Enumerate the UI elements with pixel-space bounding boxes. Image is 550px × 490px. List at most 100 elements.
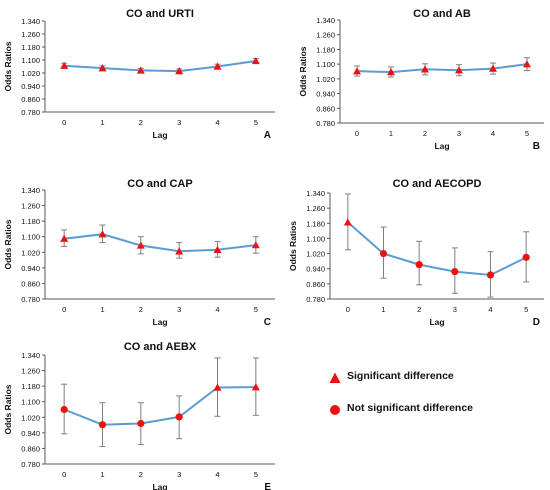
x-tick-label: 1	[381, 305, 385, 314]
y-tick-label: 1.020	[316, 75, 335, 84]
y-tick-label: 1.180	[21, 217, 40, 226]
y-tick-label: 0.940	[316, 90, 335, 99]
data-point-significant	[251, 383, 260, 391]
data-point-significant	[343, 218, 352, 226]
y-tick-label: 1.260	[306, 204, 325, 213]
x-tick-label: 4	[215, 305, 219, 314]
y-tick-label: 1.100	[306, 234, 325, 243]
x-tick-label: 3	[177, 118, 181, 127]
data-point-significant	[175, 67, 184, 75]
y-tick-label: 1.340	[316, 16, 335, 25]
x-tick-label: 1	[100, 470, 104, 479]
x-tick-label: 5	[254, 470, 258, 479]
circle-marker-icon	[330, 405, 340, 415]
panel-letter: C	[264, 317, 271, 328]
x-tick-label: 4	[488, 305, 492, 314]
y-axis-title: Odds Ratios	[298, 46, 308, 96]
series-line	[63, 386, 256, 426]
y-axis-title: Odds Ratios	[3, 219, 13, 269]
chart-title: CO and AECOPD	[393, 178, 482, 190]
chart-panel-e: CO and AEBX 0.780 0.860 0.940 1.020 1.100 1.18…	[3, 341, 275, 490]
data-point-not-significant	[522, 253, 530, 261]
y-tick-label: 0.860	[21, 95, 40, 104]
x-tick-label: 1	[389, 129, 393, 138]
x-axis-title: Lag	[434, 141, 449, 151]
data-point-significant	[98, 64, 107, 72]
y-tick-label: 1.180	[21, 43, 40, 52]
y-tick-label: 1.260	[21, 367, 40, 376]
data-point-significant	[175, 247, 184, 255]
y-axis-title: Odds Ratios	[3, 41, 13, 91]
y-tick-label: 0.860	[21, 444, 40, 453]
series-line	[356, 63, 528, 74]
x-tick-label: 3	[177, 470, 181, 479]
y-tick-label: 0.940	[21, 264, 40, 273]
y-tick-label: 1.100	[21, 398, 40, 407]
data-point-significant	[523, 60, 531, 68]
y-tick-label: 1.260	[316, 31, 335, 40]
legend: Significant difference Not significant d…	[325, 368, 545, 432]
y-tick-label: 0.860	[316, 104, 335, 113]
legend-label-significant: Significant difference	[347, 370, 454, 382]
x-tick-label: 0	[62, 305, 66, 314]
legend-item-significant: Significant difference	[325, 368, 545, 390]
x-tick-label: 0	[62, 470, 66, 479]
data-point-significant	[98, 230, 107, 238]
data-point-significant	[213, 383, 222, 391]
legend-label-not-significant: Not significant difference	[347, 402, 474, 414]
x-tick-label: 0	[355, 129, 359, 138]
data-point-not-significant	[137, 419, 145, 428]
legend-item-not-significant: Not significant difference	[325, 400, 545, 422]
x-tick-label: 5	[254, 118, 258, 127]
data-point-not-significant	[486, 271, 495, 279]
y-tick-label: 0.940	[21, 82, 40, 91]
y-tick-label: 1.260	[21, 30, 40, 39]
data-point-not-significant	[379, 249, 388, 258]
x-tick-label: 2	[139, 305, 143, 314]
x-tick-label: 3	[177, 305, 181, 314]
y-tick-label: 1.020	[306, 250, 325, 259]
x-tick-label: 5	[525, 129, 529, 138]
x-tick-label: 3	[457, 129, 461, 138]
data-point-significant	[60, 61, 69, 69]
y-tick-label: 1.340	[21, 186, 40, 195]
chart-title: CO and URTI	[126, 8, 194, 20]
y-tick-label: 0.780	[21, 108, 40, 117]
data-point-significant	[489, 64, 497, 72]
data-point-significant	[136, 241, 145, 249]
triangle-marker-icon	[329, 372, 341, 383]
series-line	[64, 233, 256, 253]
x-tick-label: 4	[491, 129, 495, 138]
data-point-not-significant	[175, 413, 183, 421]
data-point-not-significant	[451, 267, 459, 276]
y-tick-label: 0.780	[21, 295, 40, 304]
x-tick-label: 3	[453, 305, 457, 314]
chart-title: CO and CAP	[127, 178, 192, 190]
y-tick-label: 1.260	[21, 202, 40, 211]
data-point-significant	[421, 65, 429, 73]
x-tick-label: 0	[62, 118, 66, 127]
chart-panel-d: CO and AECOPD 0.780 0.860 0.940 1.020 1.100 1.…	[288, 178, 544, 328]
x-tick-label: 2	[139, 118, 143, 127]
panel-letter: A	[264, 130, 271, 141]
data-point-significant	[387, 68, 395, 76]
x-axis-title: Lag	[429, 317, 444, 327]
y-tick-label: 0.780	[316, 119, 335, 128]
chart-panel-a: CO and URTI 0.780 0.860 0.940 1.020 1.100 1.18…	[3, 8, 275, 141]
y-tick-label: 0.780	[306, 295, 325, 304]
x-tick-label: 4	[215, 118, 219, 127]
chart-panel-c: CO and CAP 0.780 0.860 0.940 1.020 1.100 1.180…	[3, 178, 275, 328]
y-tick-label: 1.100	[21, 233, 40, 242]
y-tick-label: 0.860	[21, 279, 40, 288]
y-tick-label: 1.100	[21, 56, 40, 65]
x-tick-label: 4	[215, 470, 219, 479]
chart-title: CO and AEBX	[124, 341, 197, 353]
data-point-significant	[60, 234, 69, 242]
y-axis-title: Odds Ratios	[3, 384, 13, 434]
x-tick-label: 0	[346, 305, 350, 314]
data-point-significant	[455, 66, 463, 74]
y-tick-label: 1.340	[21, 351, 40, 360]
y-tick-label: 1.100	[316, 60, 335, 69]
x-tick-label: 2	[417, 305, 421, 314]
